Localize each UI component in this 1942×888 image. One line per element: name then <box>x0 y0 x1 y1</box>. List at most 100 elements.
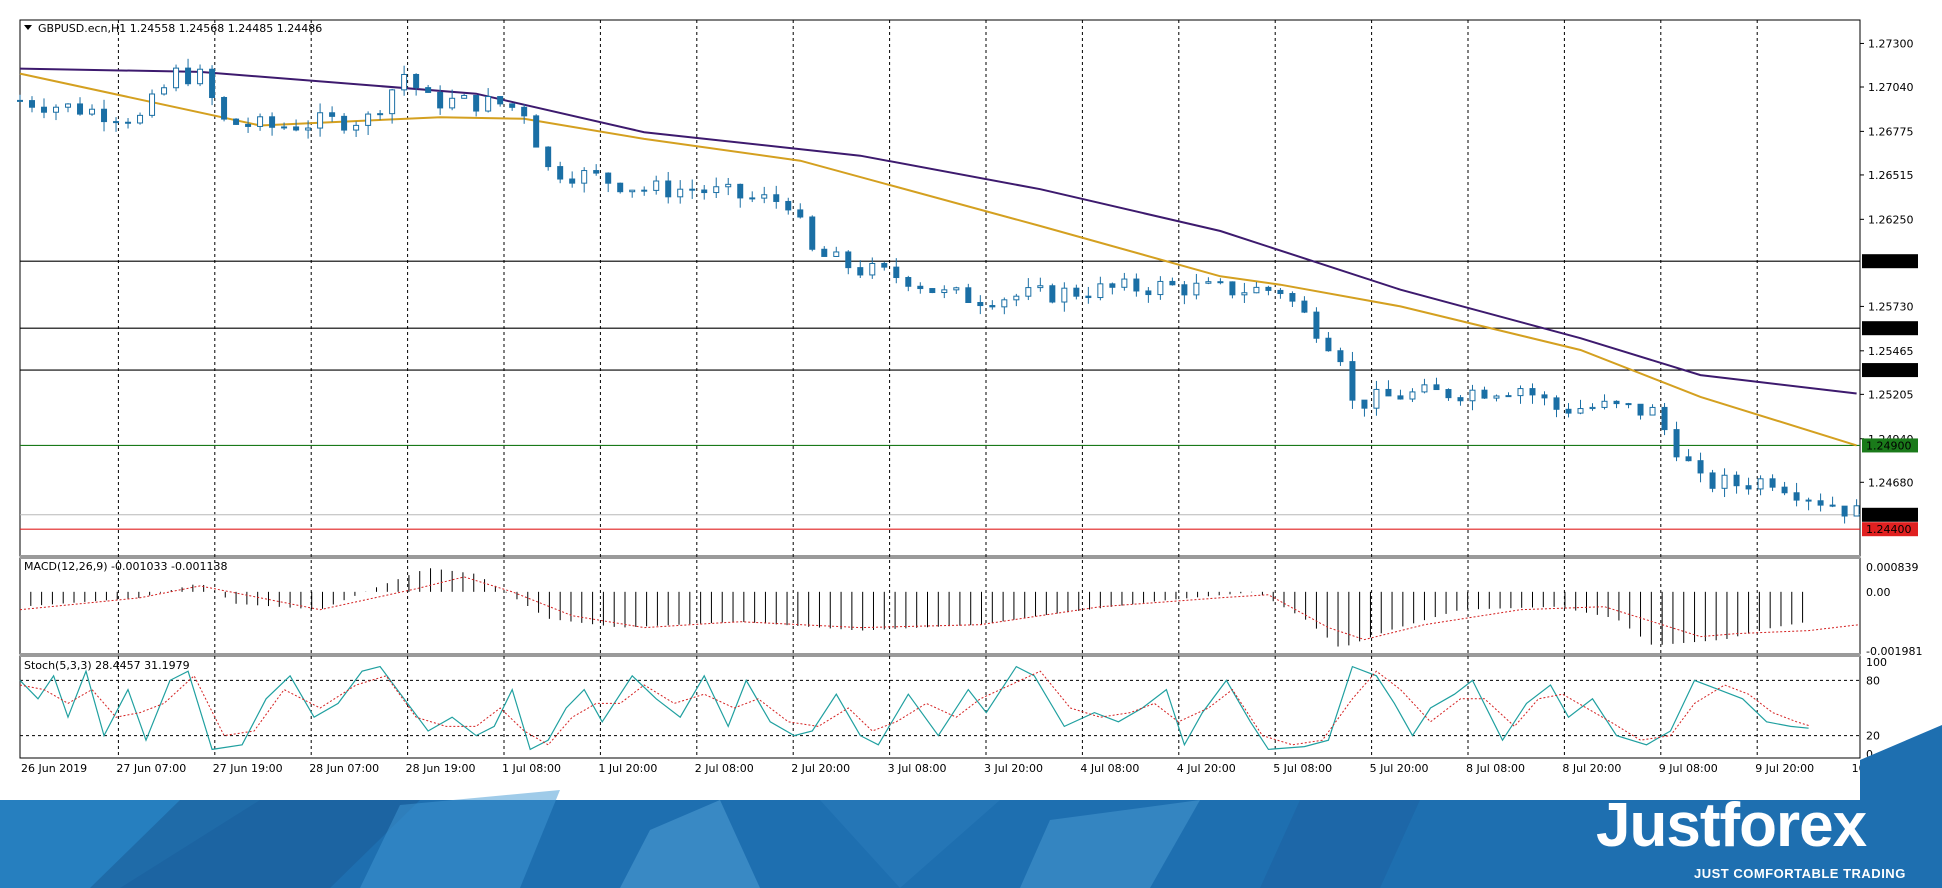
candle-body <box>1337 350 1344 363</box>
candle <box>425 84 432 93</box>
candle-body <box>1265 286 1272 291</box>
candle-body <box>341 115 348 131</box>
candle-body <box>1529 388 1536 396</box>
candle <box>857 260 864 279</box>
candle-body <box>1229 281 1236 296</box>
time-label: 2 Jul 20:00 <box>791 762 850 775</box>
candle <box>461 93 468 99</box>
candle <box>1553 395 1560 418</box>
candle <box>689 179 696 199</box>
candle-body <box>197 68 204 85</box>
candle-body <box>1853 505 1860 517</box>
candle-body <box>485 96 492 112</box>
candle <box>329 106 336 122</box>
candle <box>1493 394 1500 402</box>
candle-body <box>1241 292 1248 296</box>
candle <box>341 113 348 134</box>
candle <box>125 118 132 129</box>
candle-body <box>713 186 720 194</box>
candle-body <box>1289 293 1296 302</box>
candle-body <box>1445 389 1452 399</box>
candle-body <box>1505 395 1512 398</box>
candle <box>1145 287 1152 303</box>
candle <box>1205 277 1212 285</box>
stoch-panel-frame <box>19 655 1861 759</box>
current-price-box <box>1862 507 1918 522</box>
candle <box>293 119 300 132</box>
candle-body <box>1217 281 1224 284</box>
candle-body <box>1721 474 1728 489</box>
time-label: 2 Jul 08:00 <box>695 762 754 775</box>
candle <box>557 161 564 184</box>
candle <box>509 103 516 111</box>
time-label: 8 Jul 20:00 <box>1562 762 1621 775</box>
candle-body <box>1121 278 1128 288</box>
candle <box>1637 403 1644 420</box>
level-price-label: 1.24900 <box>1866 439 1912 452</box>
brand-logo: Justforex <box>1596 791 1867 860</box>
candle <box>653 175 660 195</box>
candle <box>1505 392 1512 398</box>
candle-body <box>449 97 456 109</box>
candle <box>749 191 756 203</box>
candle <box>305 120 312 139</box>
time-label: 1 Jul 08:00 <box>502 762 561 775</box>
candle-body <box>89 108 96 115</box>
dropdown-arrow-icon[interactable] <box>24 25 32 30</box>
candle <box>761 186 768 204</box>
candle <box>1445 388 1452 401</box>
candle <box>77 97 84 116</box>
candle-body <box>1181 284 1188 296</box>
candle <box>941 285 948 299</box>
candlesticks <box>17 58 1860 524</box>
candle <box>1421 378 1428 394</box>
time-axis: 26 Jun 2019 27 Jun 07:00 27 Jun 19:00 28 Ju… <box>21 762 1918 775</box>
candle <box>1409 388 1416 403</box>
stochastic-series <box>19 665 1860 751</box>
candle <box>1529 383 1536 404</box>
candle-body <box>329 112 336 117</box>
time-label: 4 Jul 20:00 <box>1177 762 1236 775</box>
candle-body <box>101 108 108 123</box>
candle <box>1301 296 1308 314</box>
candle <box>521 104 528 124</box>
candle <box>605 172 612 193</box>
price-tick-label: 1.26515 <box>1868 169 1914 182</box>
candle-body <box>401 73 408 91</box>
candle <box>1181 280 1188 305</box>
candle-body <box>1637 403 1644 416</box>
candle <box>1337 347 1344 366</box>
candle <box>929 288 936 294</box>
candle-body <box>545 146 552 168</box>
candle <box>1229 281 1236 299</box>
candle <box>365 111 372 135</box>
candle <box>1397 389 1404 400</box>
candle <box>149 89 156 118</box>
candle <box>1781 481 1788 496</box>
candle <box>845 250 852 275</box>
candle-body <box>1409 391 1416 400</box>
candle <box>545 146 552 171</box>
candle-body <box>689 188 696 191</box>
candle <box>965 283 972 303</box>
candle <box>1733 471 1740 494</box>
candle-body <box>737 183 744 199</box>
candle-body <box>209 68 216 98</box>
candle-body <box>1589 406 1596 410</box>
candle <box>1469 384 1476 411</box>
candle <box>989 300 996 310</box>
candle <box>233 118 240 125</box>
time-label: 5 Jul 08:00 <box>1273 762 1332 775</box>
candle <box>533 114 540 148</box>
candle-body <box>1097 283 1104 299</box>
candle <box>353 121 360 137</box>
candle-body <box>749 197 756 200</box>
moving-averages <box>19 67 1857 447</box>
time-label: 1 Jul 20:00 <box>598 762 657 775</box>
candle-body <box>1433 384 1440 391</box>
candle <box>1157 276 1164 300</box>
time-label: 5 Jul 20:00 <box>1370 762 1429 775</box>
candle-body <box>365 113 372 126</box>
candle <box>1793 482 1800 507</box>
candle <box>1769 474 1776 491</box>
